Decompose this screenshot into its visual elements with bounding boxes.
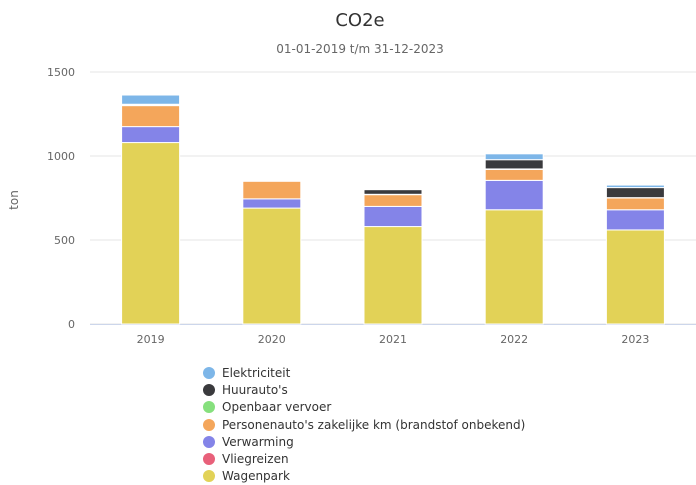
legend-item[interactable]: Verwarming — [203, 433, 525, 450]
x-tick-label: 2022 — [500, 333, 528, 346]
bar-segment[interactable] — [364, 189, 422, 190]
bar-segment[interactable] — [122, 127, 180, 143]
legend-swatch — [203, 367, 215, 379]
bar-segment[interactable] — [485, 154, 543, 160]
legend-item[interactable]: Elektriciteit — [203, 364, 525, 381]
bar-segment[interactable] — [122, 95, 180, 104]
legend-label: Wagenpark — [222, 469, 290, 483]
bar-segment[interactable] — [606, 230, 664, 324]
bar-series — [122, 95, 665, 324]
legend-swatch — [203, 470, 215, 482]
legend-swatch — [203, 401, 215, 413]
legend-label: Verwarming — [222, 435, 294, 449]
y-tick-label: 1000 — [47, 150, 75, 163]
legend-item[interactable]: Huurauto's — [203, 381, 525, 398]
x-tick-label: 2020 — [258, 333, 286, 346]
bar-segment[interactable] — [606, 210, 664, 230]
legend-item[interactable]: Personenauto's zakelijke km (brandstof o… — [203, 416, 525, 433]
legend-label: Vliegreizen — [222, 452, 289, 466]
legend-item[interactable]: Openbaar vervoer — [203, 399, 525, 416]
bar-segment[interactable] — [485, 180, 543, 209]
legend-label: Personenauto's zakelijke km (brandstof o… — [222, 418, 525, 432]
bar-segment[interactable] — [485, 210, 543, 324]
chart-title: CO2e — [335, 10, 384, 31]
bar-segment[interactable] — [485, 160, 543, 169]
bar-segment[interactable] — [364, 227, 422, 324]
legend: Elektriciteit Huurauto's Openbaar vervoer P… — [203, 364, 525, 485]
legend-swatch — [203, 436, 215, 448]
bar-segment[interactable] — [243, 208, 301, 324]
legend-item[interactable]: Vliegreizen — [203, 450, 525, 467]
bar-segment[interactable] — [243, 181, 301, 199]
bar-segment[interactable] — [364, 190, 422, 195]
legend-swatch — [203, 419, 215, 431]
bar-segment[interactable] — [243, 199, 301, 208]
y-tick-labels: 0 500 1000 1500 — [47, 66, 75, 331]
bar-segment[interactable] — [243, 179, 301, 180]
bar-segment[interactable] — [122, 106, 180, 127]
bar-segment[interactable] — [485, 169, 543, 180]
bar-segment[interactable] — [364, 195, 422, 207]
legend-swatch — [203, 453, 215, 465]
legend-label: Openbaar vervoer — [222, 400, 331, 414]
legend-label: Elektriciteit — [222, 366, 290, 380]
bar-segment[interactable] — [606, 185, 664, 188]
chart-subtitle: 01-01-2019 t/m 31-12-2023 — [276, 42, 444, 56]
bar-segment[interactable] — [606, 198, 664, 210]
x-tick-label: 2021 — [379, 333, 407, 346]
bar-segment[interactable] — [122, 143, 180, 324]
y-tick-label: 1500 — [47, 66, 75, 79]
x-tick-labels: 2019 2020 2021 2022 2023 — [137, 333, 650, 346]
x-tick-label: 2019 — [137, 333, 165, 346]
x-tick-label: 2023 — [621, 333, 649, 346]
y-tick-label: 0 — [68, 318, 75, 331]
bar-segment[interactable] — [606, 188, 664, 198]
bar-segment[interactable] — [364, 206, 422, 226]
y-tick-label: 500 — [54, 234, 75, 247]
y-axis-title: ton — [7, 190, 21, 210]
legend-item[interactable]: Wagenpark — [203, 468, 525, 485]
legend-label: Huurauto's — [222, 383, 288, 397]
legend-swatch — [203, 384, 215, 396]
